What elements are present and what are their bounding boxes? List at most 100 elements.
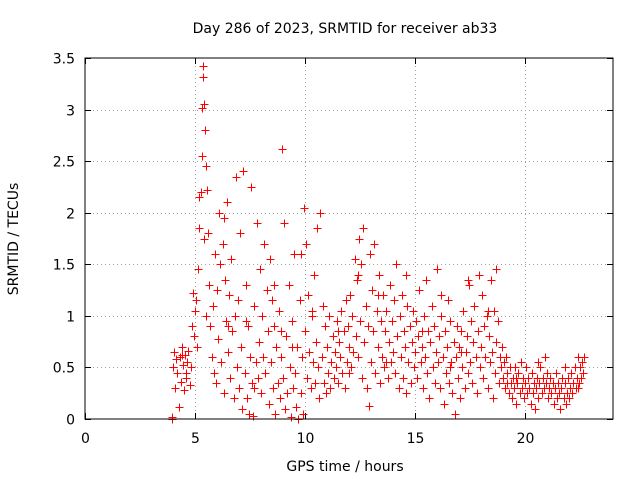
data-point bbox=[415, 286, 424, 295]
data-point bbox=[544, 394, 553, 403]
data-point bbox=[214, 335, 223, 344]
data-point bbox=[420, 312, 429, 321]
data-point bbox=[492, 338, 501, 347]
data-point bbox=[513, 379, 522, 388]
data-point bbox=[283, 389, 292, 398]
data-point bbox=[388, 317, 397, 326]
data-point bbox=[470, 302, 479, 311]
data-point bbox=[395, 384, 404, 393]
data-point bbox=[476, 363, 485, 372]
data-point bbox=[331, 348, 340, 357]
data-point bbox=[329, 332, 338, 341]
y-tick-label: 2.5 bbox=[53, 155, 75, 171]
data-point bbox=[565, 394, 574, 403]
data-point bbox=[428, 302, 437, 311]
data-point bbox=[512, 374, 521, 383]
data-point bbox=[208, 353, 217, 362]
axis-ticks: 0 0.5 1 1.5 2 2.5 3 3.5 0 5 10 15 20 bbox=[53, 52, 613, 447]
data-point bbox=[311, 379, 320, 388]
data-point bbox=[324, 369, 333, 378]
data-point bbox=[277, 327, 286, 336]
data-point bbox=[516, 389, 525, 398]
y-tick-label: 3 bbox=[66, 104, 75, 120]
data-point bbox=[298, 353, 307, 362]
data-point bbox=[221, 276, 230, 285]
data-point bbox=[373, 307, 382, 316]
data-points bbox=[168, 62, 589, 424]
data-point bbox=[473, 389, 482, 398]
data-point bbox=[521, 379, 530, 388]
data-point bbox=[226, 374, 235, 383]
data-point bbox=[175, 403, 184, 412]
data-point bbox=[211, 250, 220, 259]
data-point bbox=[402, 389, 411, 398]
data-point bbox=[522, 363, 531, 372]
data-point bbox=[351, 255, 360, 264]
data-point bbox=[173, 369, 182, 378]
data-point bbox=[224, 348, 233, 357]
data-point bbox=[374, 291, 383, 300]
data-point bbox=[401, 343, 410, 352]
data-point bbox=[244, 322, 253, 331]
data-point bbox=[241, 369, 250, 378]
data-point bbox=[198, 152, 207, 161]
data-point bbox=[266, 255, 275, 264]
data-point bbox=[203, 186, 212, 195]
data-point bbox=[525, 384, 534, 393]
data-point bbox=[370, 240, 379, 249]
data-point bbox=[555, 389, 564, 398]
data-point bbox=[177, 378, 186, 387]
data-point bbox=[441, 327, 450, 336]
data-point bbox=[503, 369, 512, 378]
data-point bbox=[191, 307, 200, 316]
data-point bbox=[542, 379, 551, 388]
data-point bbox=[393, 332, 402, 341]
data-point bbox=[528, 369, 537, 378]
data-point bbox=[554, 379, 563, 388]
data-point bbox=[321, 322, 330, 331]
data-point bbox=[538, 389, 547, 398]
data-point bbox=[275, 307, 284, 316]
data-point bbox=[426, 338, 435, 347]
data-point bbox=[494, 317, 503, 326]
data-point bbox=[433, 265, 442, 274]
data-point bbox=[472, 353, 481, 362]
data-point bbox=[419, 384, 428, 393]
data-point bbox=[303, 374, 312, 383]
data-point bbox=[222, 317, 231, 326]
data-point bbox=[484, 384, 493, 393]
data-point bbox=[197, 188, 206, 197]
data-point bbox=[297, 389, 306, 398]
x-tick-label: 0 bbox=[81, 431, 90, 447]
data-point bbox=[309, 358, 318, 367]
data-point bbox=[484, 307, 493, 316]
data-point bbox=[422, 276, 431, 285]
data-point bbox=[562, 400, 571, 409]
data-point bbox=[399, 374, 408, 383]
y-tick-label: 2 bbox=[66, 207, 75, 223]
data-point bbox=[367, 358, 376, 367]
data-point bbox=[385, 338, 394, 347]
data-point bbox=[250, 302, 259, 311]
data-point bbox=[278, 145, 287, 154]
x-axis-label: GPS time / hours bbox=[286, 459, 403, 475]
data-point bbox=[315, 394, 324, 403]
data-point bbox=[343, 358, 352, 367]
data-point bbox=[288, 317, 297, 326]
data-point bbox=[272, 343, 281, 352]
data-point bbox=[477, 343, 486, 352]
data-point bbox=[547, 389, 556, 398]
data-point bbox=[541, 353, 550, 362]
data-point bbox=[194, 265, 203, 274]
y-tick-label: 0.5 bbox=[53, 361, 75, 377]
data-point bbox=[299, 410, 308, 419]
data-point bbox=[274, 379, 283, 388]
data-point bbox=[187, 363, 196, 372]
data-point bbox=[332, 363, 341, 372]
data-point bbox=[437, 312, 446, 321]
data-point bbox=[224, 322, 233, 331]
data-point bbox=[237, 343, 246, 352]
data-point bbox=[450, 338, 459, 347]
data-point bbox=[396, 312, 405, 321]
data-point bbox=[264, 327, 273, 336]
